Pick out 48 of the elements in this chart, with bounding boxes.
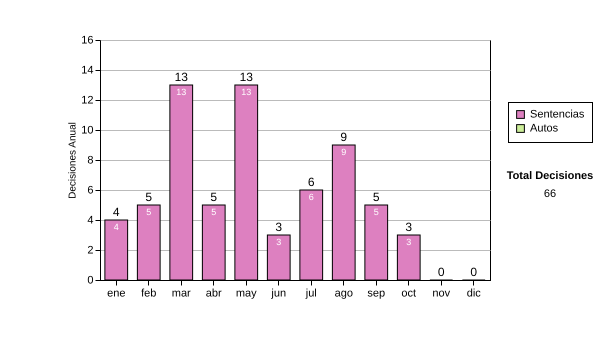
- total-label: 3: [275, 220, 282, 234]
- x-tick-label: oct: [401, 288, 416, 300]
- total-label: 0: [470, 265, 478, 279]
- data-label: 3: [406, 237, 412, 247]
- total-label: 4: [112, 205, 120, 219]
- total-label: 13: [174, 70, 188, 84]
- data-label: 5: [211, 207, 216, 217]
- total-label: 13: [240, 70, 254, 84]
- legend-label: Sentencias: [530, 108, 585, 120]
- y-tick-label: 8: [87, 154, 94, 166]
- x-tick-label: jun: [270, 288, 286, 300]
- x-tick-label: mar: [172, 288, 192, 300]
- total-label: 5: [145, 190, 152, 204]
- x-tick-label: ene: [107, 288, 126, 300]
- y-tick-label: 0: [87, 274, 94, 286]
- text: 66: [542, 188, 558, 200]
- x-tick-label: jul: [304, 288, 317, 300]
- y-tick-label: 4: [87, 214, 94, 226]
- y-tick-label: 10: [81, 124, 94, 136]
- x-tick-label: ago: [334, 288, 353, 300]
- data-label: 5: [146, 207, 152, 217]
- y-tick-label: 14: [81, 64, 94, 76]
- text: Total Decisiones: [506, 170, 594, 182]
- data-label: 5: [374, 207, 379, 217]
- total-label: 0: [438, 265, 445, 279]
- legend-label: Autos: [530, 122, 559, 134]
- data-label: 4: [114, 222, 119, 232]
- x-tick-label: sep: [367, 288, 386, 300]
- data-label: 3: [276, 237, 282, 247]
- data-label: 13: [241, 87, 252, 97]
- total-label: 6: [308, 175, 315, 189]
- x-tick-label: dic: [466, 288, 482, 300]
- x-tick-label: nov: [432, 288, 451, 300]
- x-tick-label: abr: [206, 288, 222, 300]
- y-tick-label: 12: [81, 94, 94, 106]
- total-label: 5: [372, 190, 380, 204]
- data-label: 6: [308, 192, 314, 202]
- data-label: 9: [341, 147, 346, 157]
- x-tick-label: may: [236, 288, 258, 300]
- x-tick-label: feb: [141, 288, 156, 300]
- data-label: 13: [176, 87, 186, 97]
- total-label: 3: [405, 220, 412, 234]
- y-tick-label: 16: [81, 34, 94, 46]
- y-axis-title: Decisiones Anual: [67, 122, 78, 199]
- y-tick-label: 2: [87, 244, 94, 256]
- total-label: 9: [340, 130, 348, 144]
- y-tick-label: 6: [87, 184, 94, 196]
- total-label: 5: [210, 190, 218, 204]
